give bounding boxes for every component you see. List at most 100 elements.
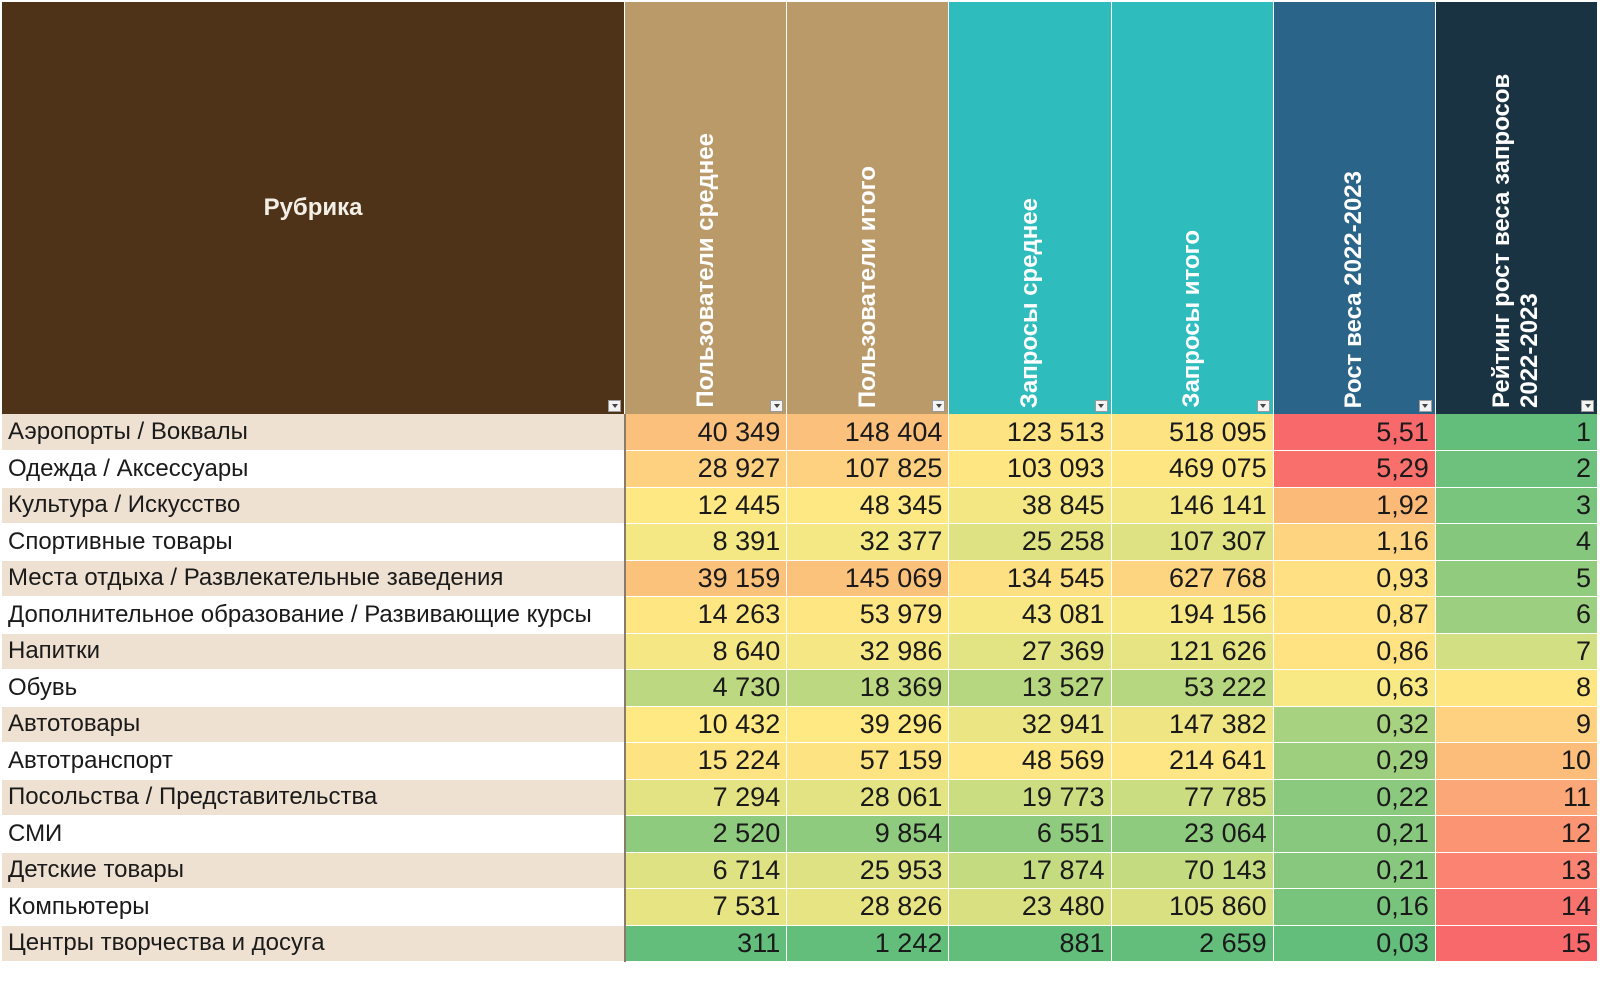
table-cell[interactable]: 39 159 [624,560,788,597]
table-cell[interactable]: 5 [1435,560,1599,597]
table-cell[interactable]: 107 307 [1111,523,1274,561]
table-cell[interactable]: 2 520 [624,815,788,853]
table-cell[interactable]: 103 093 [948,450,1112,488]
row-category-cell[interactable]: Аэропорты / Воквалы [2,414,626,451]
row-category-cell[interactable]: Культура / Искусство [2,487,626,524]
row-category-cell[interactable]: Центры творчества и досуга [2,925,626,962]
row-category-cell[interactable]: Автотранспорт [2,742,626,780]
filter-dropdown-icon[interactable] [1094,400,1108,412]
table-cell[interactable]: 5,51 [1273,414,1436,451]
row-category-cell[interactable]: Дополнительное образование / Развивающие… [2,596,626,634]
table-cell[interactable]: 32 377 [786,523,950,561]
table-cell[interactable]: 0,16 [1273,888,1436,926]
table-cell[interactable]: 148 404 [786,414,950,451]
table-cell[interactable]: 6 714 [624,852,788,889]
table-cell[interactable]: 0,22 [1273,779,1436,816]
table-cell[interactable]: 7 294 [624,779,788,816]
table-cell[interactable]: 8 391 [624,523,788,561]
filter-dropdown-icon[interactable] [770,400,784,412]
table-cell[interactable]: 5,29 [1273,450,1436,488]
table-cell[interactable]: 7 [1435,633,1599,670]
table-cell[interactable]: 38 845 [948,487,1112,524]
table-cell[interactable]: 0,21 [1273,852,1436,889]
table-cell[interactable]: 4 730 [624,669,788,707]
table-cell[interactable]: 25 258 [948,523,1112,561]
table-cell[interactable]: 13 [1435,852,1599,889]
table-cell[interactable]: 53 979 [786,596,950,634]
table-cell[interactable]: 1,92 [1273,487,1436,524]
row-category-cell[interactable]: Места отдыха / Развлекательные заведения [2,560,626,597]
table-cell[interactable]: 4 [1435,523,1599,561]
table-cell[interactable]: 9 [1435,706,1599,743]
table-cell[interactable]: 8 [1435,669,1599,707]
table-cell[interactable]: 43 081 [948,596,1112,634]
filter-dropdown-icon[interactable] [1256,400,1270,412]
table-cell[interactable]: 48 569 [948,742,1112,780]
table-cell[interactable]: 0,87 [1273,596,1436,634]
table-cell[interactable]: 8 640 [624,633,788,670]
table-cell[interactable]: 123 513 [948,414,1112,451]
table-cell[interactable]: 105 860 [1111,888,1274,926]
table-cell[interactable]: 39 296 [786,706,950,743]
table-cell[interactable]: 121 626 [1111,633,1274,670]
table-cell[interactable]: 627 768 [1111,560,1274,597]
table-cell[interactable]: 134 545 [948,560,1112,597]
table-cell[interactable]: 14 263 [624,596,788,634]
table-cell[interactable]: 40 349 [624,414,788,451]
table-cell[interactable]: 7 531 [624,888,788,926]
filter-dropdown-icon[interactable] [932,400,946,412]
row-category-cell[interactable]: Автотовары [2,706,626,743]
table-cell[interactable]: 107 825 [786,450,950,488]
table-cell[interactable]: 1 242 [786,925,950,962]
table-cell[interactable]: 0,21 [1273,815,1436,853]
table-cell[interactable]: 145 069 [786,560,950,597]
filter-dropdown-icon[interactable] [1418,400,1432,412]
table-cell[interactable]: 147 382 [1111,706,1274,743]
row-category-cell[interactable]: Посольства / Представительства [2,779,626,816]
table-cell[interactable]: 9 854 [786,815,950,853]
row-category-cell[interactable]: СМИ [2,815,626,853]
table-cell[interactable]: 6 [1435,596,1599,634]
table-cell[interactable]: 25 953 [786,852,950,889]
table-cell[interactable]: 0,63 [1273,669,1436,707]
table-cell[interactable]: 32 986 [786,633,950,670]
table-cell[interactable]: 10 432 [624,706,788,743]
table-cell[interactable]: 18 369 [786,669,950,707]
table-cell[interactable]: 2 [1435,450,1599,488]
table-cell[interactable]: 28 061 [786,779,950,816]
table-cell[interactable]: 0,29 [1273,742,1436,780]
table-cell[interactable]: 518 095 [1111,414,1274,451]
table-cell[interactable]: 23 480 [948,888,1112,926]
table-cell[interactable]: 14 [1435,888,1599,926]
filter-dropdown-icon[interactable] [608,400,622,412]
table-cell[interactable]: 15 224 [624,742,788,780]
table-cell[interactable]: 19 773 [948,779,1112,816]
table-cell[interactable]: 27 369 [948,633,1112,670]
table-cell[interactable]: 194 156 [1111,596,1274,634]
table-cell[interactable]: 469 075 [1111,450,1274,488]
row-category-cell[interactable]: Одежда / Аксессуары [2,450,626,488]
table-cell[interactable]: 53 222 [1111,669,1274,707]
table-cell[interactable]: 3 [1435,487,1599,524]
table-cell[interactable]: 48 345 [786,487,950,524]
row-category-cell[interactable]: Компьютеры [2,888,626,926]
row-category-cell[interactable]: Напитки [2,633,626,670]
table-cell[interactable]: 881 [948,925,1112,962]
table-cell[interactable]: 311 [624,925,788,962]
table-cell[interactable]: 146 141 [1111,487,1274,524]
table-cell[interactable]: 77 785 [1111,779,1274,816]
table-cell[interactable]: 6 551 [948,815,1112,853]
row-category-cell[interactable]: Обувь [2,669,626,707]
table-cell[interactable]: 28 826 [786,888,950,926]
table-cell[interactable]: 70 143 [1111,852,1274,889]
row-category-cell[interactable]: Детские товары [2,852,626,889]
row-category-cell[interactable]: Спортивные товары [2,523,626,561]
table-cell[interactable]: 0,03 [1273,925,1436,962]
table-cell[interactable]: 13 527 [948,669,1112,707]
sort-filter-dropdown-icon[interactable] [1581,400,1594,412]
table-cell[interactable]: 57 159 [786,742,950,780]
table-cell[interactable]: 214 641 [1111,742,1274,780]
table-cell[interactable]: 2 659 [1111,925,1274,962]
table-cell[interactable]: 12 [1435,815,1599,853]
table-cell[interactable]: 23 064 [1111,815,1274,853]
